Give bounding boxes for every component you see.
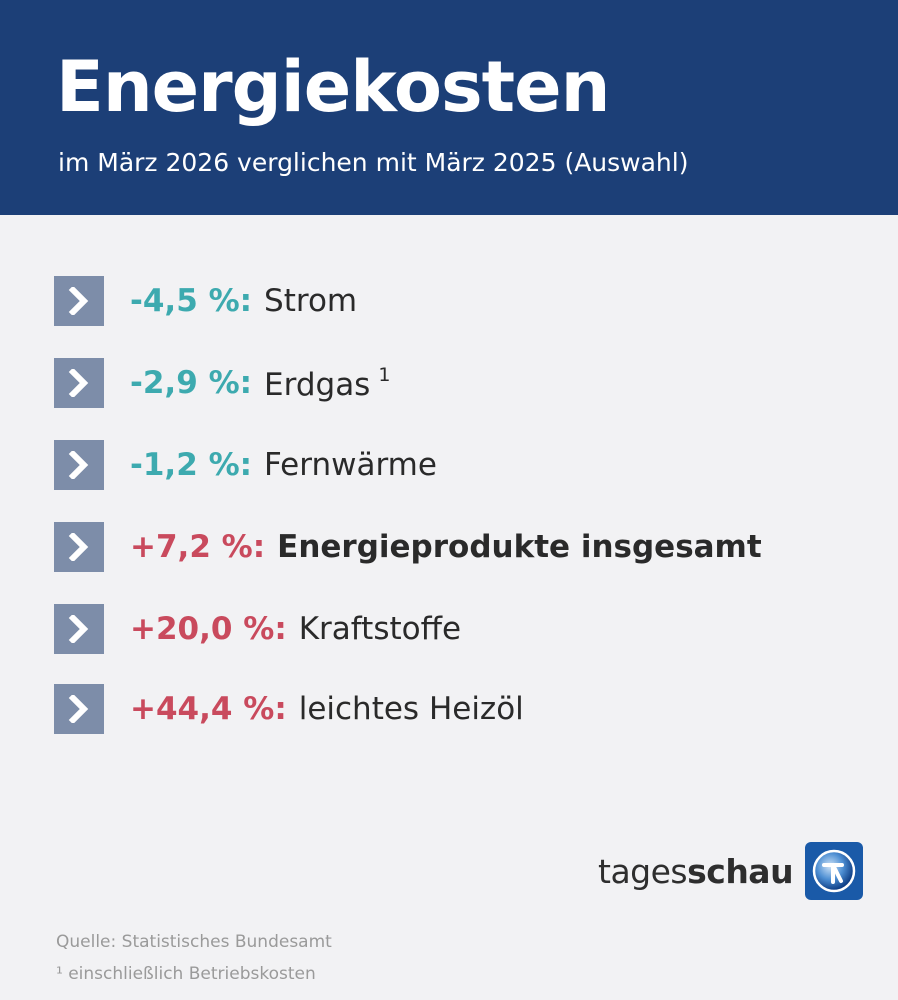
chevron-right-icon	[54, 684, 104, 734]
footnote-marker: 1	[378, 363, 391, 386]
chevron-right-icon	[54, 522, 104, 572]
tagesschau-brand: tagesschau	[598, 842, 864, 900]
brand-part-1: tages	[598, 851, 688, 891]
header-banner: Energiekosten im März 2026 verglichen mi…	[0, 0, 898, 215]
item-label-text: Erdgas	[264, 366, 371, 403]
percent-value: -1,2 %:	[130, 447, 253, 483]
item-label: Strom	[264, 283, 358, 319]
item-label: Kraftstoffe	[298, 611, 462, 647]
list-item-fernwaerme: -1,2 %: Fernwärme	[54, 440, 854, 490]
brand-part-2: schau	[687, 851, 794, 891]
list-item-strom: -4,5 %: Strom	[54, 276, 854, 326]
item-label: Erdgas 1	[264, 364, 390, 403]
brand-wordmark: tagesschau	[598, 851, 794, 891]
list-item-erdgas: -2,9 %: Erdgas 1	[54, 358, 854, 408]
chevron-right-icon	[54, 440, 104, 490]
chevron-right-icon	[54, 358, 104, 408]
percent-value: -4,5 %:	[130, 283, 253, 319]
item-label: Fernwärme	[264, 447, 437, 483]
tagesschau-globe-icon	[805, 842, 864, 900]
footnote: ¹ einschließlich Betriebskosten	[56, 964, 316, 984]
item-label: Energieprodukte insgesamt	[277, 529, 762, 565]
list-item-kraftstoffe: +20,0 %: Kraftstoffe	[54, 604, 854, 654]
chevron-right-icon	[54, 604, 104, 654]
page-title: Energiekosten	[56, 46, 610, 128]
list-item-energieprodukte: +7,2 %: Energieprodukte insgesamt	[54, 522, 854, 572]
percent-value: +20,0 %:	[130, 611, 287, 647]
item-label: leichtes Heizöl	[298, 691, 524, 727]
percent-value: +7,2 %:	[130, 529, 266, 565]
page-subtitle: im März 2026 verglichen mit März 2025 (A…	[58, 148, 689, 177]
percent-value: -2,9 %:	[130, 365, 253, 401]
percent-value: +44,4 %:	[130, 691, 287, 727]
list-item-heizoel: +44,4 %: leichtes Heizöl	[54, 684, 854, 734]
source-note: Quelle: Statistisches Bundesamt	[56, 932, 332, 952]
chevron-right-icon	[54, 276, 104, 326]
